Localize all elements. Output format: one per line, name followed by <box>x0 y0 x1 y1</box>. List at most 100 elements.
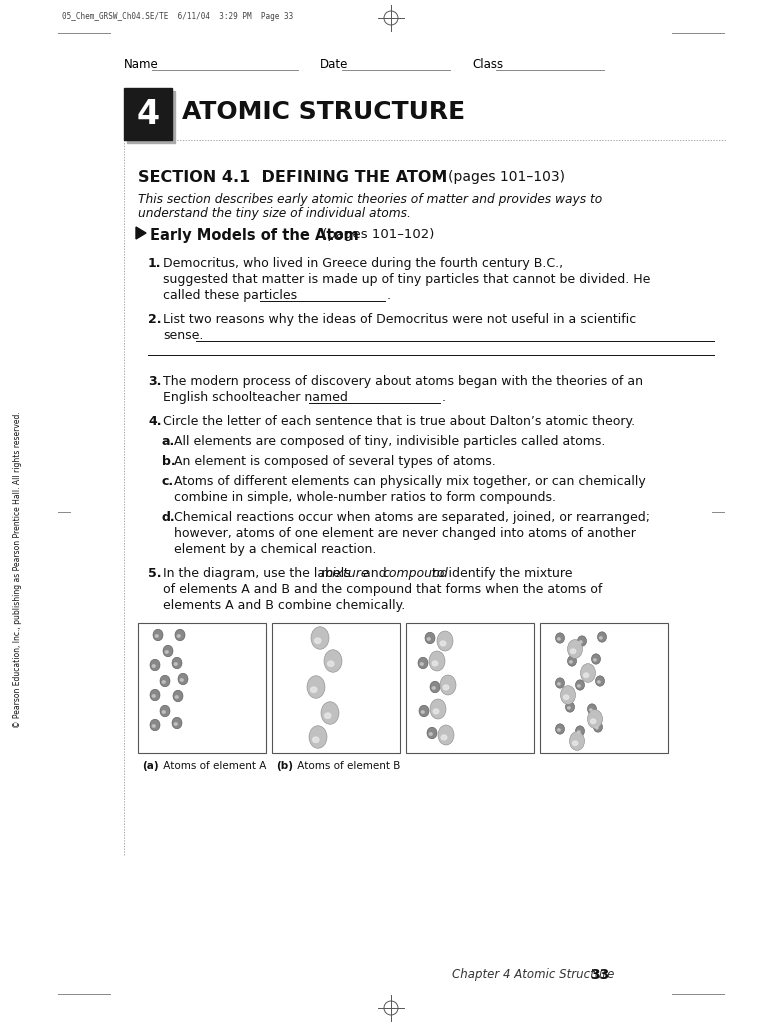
Ellipse shape <box>558 683 560 685</box>
Text: 5.: 5. <box>148 567 162 580</box>
Text: 4: 4 <box>136 97 160 130</box>
Ellipse shape <box>443 685 449 690</box>
Bar <box>406 623 534 753</box>
Ellipse shape <box>153 630 163 641</box>
Text: understand the tiny size of individual atoms.: understand the tiny size of individual a… <box>138 207 411 220</box>
Ellipse shape <box>587 710 602 728</box>
Text: All elements are composed of tiny, indivisible particles called atoms.: All elements are composed of tiny, indiv… <box>174 435 605 449</box>
Text: 3.: 3. <box>148 375 161 388</box>
Ellipse shape <box>152 725 156 727</box>
Ellipse shape <box>174 663 178 666</box>
Ellipse shape <box>421 711 425 714</box>
Ellipse shape <box>172 717 182 729</box>
Ellipse shape <box>578 731 580 733</box>
Ellipse shape <box>569 731 584 751</box>
Ellipse shape <box>571 649 576 653</box>
Ellipse shape <box>178 635 180 637</box>
Ellipse shape <box>173 690 183 701</box>
Ellipse shape <box>309 726 327 749</box>
Ellipse shape <box>590 709 592 711</box>
Ellipse shape <box>162 711 165 714</box>
Ellipse shape <box>150 689 160 700</box>
Ellipse shape <box>555 633 565 643</box>
Ellipse shape <box>165 650 168 653</box>
Text: ATOMIC STRUCTURE: ATOMIC STRUCTURE <box>182 100 465 124</box>
Text: In the diagram, use the labels: In the diagram, use the labels <box>163 567 355 580</box>
Text: combine in simple, whole-number ratios to form compounds.: combine in simple, whole-number ratios t… <box>174 490 556 504</box>
Ellipse shape <box>427 638 430 640</box>
Text: English schoolteacher named: English schoolteacher named <box>163 391 348 404</box>
Ellipse shape <box>429 651 445 671</box>
Ellipse shape <box>307 676 325 698</box>
Ellipse shape <box>594 658 596 662</box>
Ellipse shape <box>438 725 454 745</box>
Ellipse shape <box>420 663 423 666</box>
Ellipse shape <box>440 675 456 695</box>
Text: called these particles: called these particles <box>163 289 297 302</box>
Text: of elements A and B and the compound that forms when the atoms of: of elements A and B and the compound tha… <box>163 583 602 596</box>
Ellipse shape <box>430 681 440 693</box>
Ellipse shape <box>321 701 339 724</box>
Text: © Pearson Education, Inc., publishing as Pearson Prentice Hall. All rights reser: © Pearson Education, Inc., publishing as… <box>13 412 23 728</box>
Text: Democritus, who lived in Greece during the fourth century B.C.,: Democritus, who lived in Greece during t… <box>163 257 563 270</box>
Ellipse shape <box>328 662 334 667</box>
Text: List two reasons why the ideas of Democritus were not useful in a scientific: List two reasons why the ideas of Democr… <box>163 313 637 326</box>
Text: This section describes early atomic theories of matter and provides ways to: This section describes early atomic theo… <box>138 193 602 206</box>
Ellipse shape <box>597 632 607 642</box>
Ellipse shape <box>591 654 601 665</box>
Ellipse shape <box>576 680 584 690</box>
Ellipse shape <box>162 681 165 683</box>
Ellipse shape <box>568 655 576 667</box>
Ellipse shape <box>160 706 170 717</box>
Text: .: . <box>442 391 446 404</box>
Ellipse shape <box>558 729 560 731</box>
Ellipse shape <box>156 635 158 637</box>
Ellipse shape <box>580 664 596 682</box>
Ellipse shape <box>174 723 178 725</box>
Text: The modern process of discovery about atoms began with the theories of an: The modern process of discovery about at… <box>163 375 643 388</box>
Ellipse shape <box>583 673 589 678</box>
Ellipse shape <box>163 645 173 656</box>
Ellipse shape <box>576 726 584 736</box>
Text: Chemical reactions occur when atoms are separated, joined, or rearranged;: Chemical reactions occur when atoms are … <box>174 511 650 524</box>
Ellipse shape <box>568 707 570 709</box>
Text: element by a chemical reaction.: element by a chemical reaction. <box>174 543 376 556</box>
Text: (pages 101–103): (pages 101–103) <box>448 170 565 184</box>
Text: 1.: 1. <box>148 257 162 270</box>
Ellipse shape <box>150 719 160 731</box>
Ellipse shape <box>160 675 170 687</box>
Text: An element is composed of several types of atoms.: An element is composed of several types … <box>174 455 496 468</box>
Text: 2.: 2. <box>148 313 162 326</box>
Ellipse shape <box>568 640 583 658</box>
Ellipse shape <box>152 665 156 668</box>
Text: Atoms of element A: Atoms of element A <box>160 761 267 771</box>
Ellipse shape <box>175 695 178 698</box>
Ellipse shape <box>578 685 580 687</box>
Ellipse shape <box>429 733 432 735</box>
Bar <box>127 91 175 143</box>
Ellipse shape <box>178 673 188 685</box>
Ellipse shape <box>313 737 319 742</box>
Text: 05_Chem_GRSW_Ch04.SE/TE  6/11/04  3:29 PM  Page 33: 05_Chem_GRSW_Ch04.SE/TE 6/11/04 3:29 PM … <box>62 12 293 22</box>
Text: sense.: sense. <box>163 329 203 342</box>
Ellipse shape <box>555 678 565 688</box>
Polygon shape <box>136 227 146 239</box>
Text: Class: Class <box>472 58 503 71</box>
Ellipse shape <box>597 681 601 683</box>
Ellipse shape <box>577 636 586 646</box>
Ellipse shape <box>440 641 446 646</box>
Text: Atoms of different elements can physically mix together, or can chemically: Atoms of different elements can physical… <box>174 475 646 488</box>
Ellipse shape <box>433 709 439 714</box>
Text: Atoms of element B: Atoms of element B <box>294 761 400 771</box>
Ellipse shape <box>564 695 569 699</box>
Bar <box>124 88 172 140</box>
Text: .: . <box>387 289 391 302</box>
Ellipse shape <box>430 699 446 719</box>
Text: suggested that matter is made up of tiny particles that cannot be divided. He: suggested that matter is made up of tiny… <box>163 273 651 286</box>
Text: d.: d. <box>162 511 176 524</box>
Ellipse shape <box>419 706 429 717</box>
Ellipse shape <box>596 676 604 686</box>
Ellipse shape <box>590 719 596 724</box>
Text: a.: a. <box>162 435 175 449</box>
Text: Date: Date <box>320 58 348 71</box>
